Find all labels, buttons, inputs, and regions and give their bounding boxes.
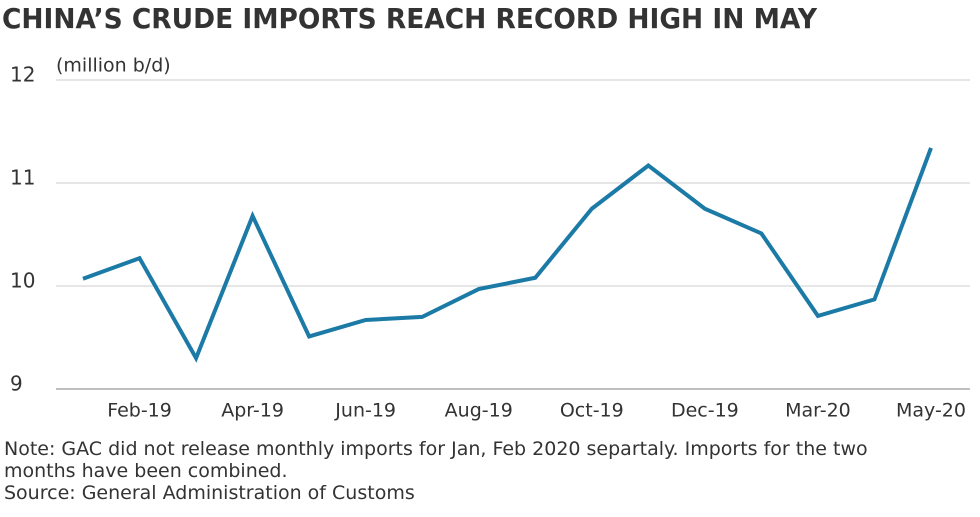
x-tick-label: Feb-19	[107, 400, 172, 422]
chart-title: CHINA’S CRUDE IMPORTS REACH RECORD HIGH …	[2, 2, 818, 35]
y-tick-label: 11	[10, 166, 35, 190]
x-tick-label: May-20	[896, 400, 966, 422]
data-line	[82, 147, 933, 363]
source: Source: General Administration of Custom…	[4, 482, 415, 504]
y-tick-label: 9	[10, 372, 23, 396]
x-tick-label: Dec-19	[671, 400, 739, 422]
x-tick-label: Jun-19	[334, 400, 396, 422]
x-tick-label: Mar-20	[785, 400, 851, 422]
footnotes: Note: GAC did not release monthly import…	[4, 438, 944, 504]
x-tick-label: Oct-19	[560, 400, 624, 422]
note: Note: GAC did not release monthly import…	[4, 438, 868, 482]
x-tick-label: Aug-19	[445, 400, 513, 422]
y-axis-label: (million b/d)	[56, 55, 171, 77]
chart: CHINA’S CRUDE IMPORTS REACH RECORD HIGH …	[2, 2, 970, 422]
y-tick-label: 12	[10, 63, 35, 87]
x-tick-label: Apr-19	[221, 400, 284, 422]
y-tick-label: 10	[10, 269, 35, 293]
